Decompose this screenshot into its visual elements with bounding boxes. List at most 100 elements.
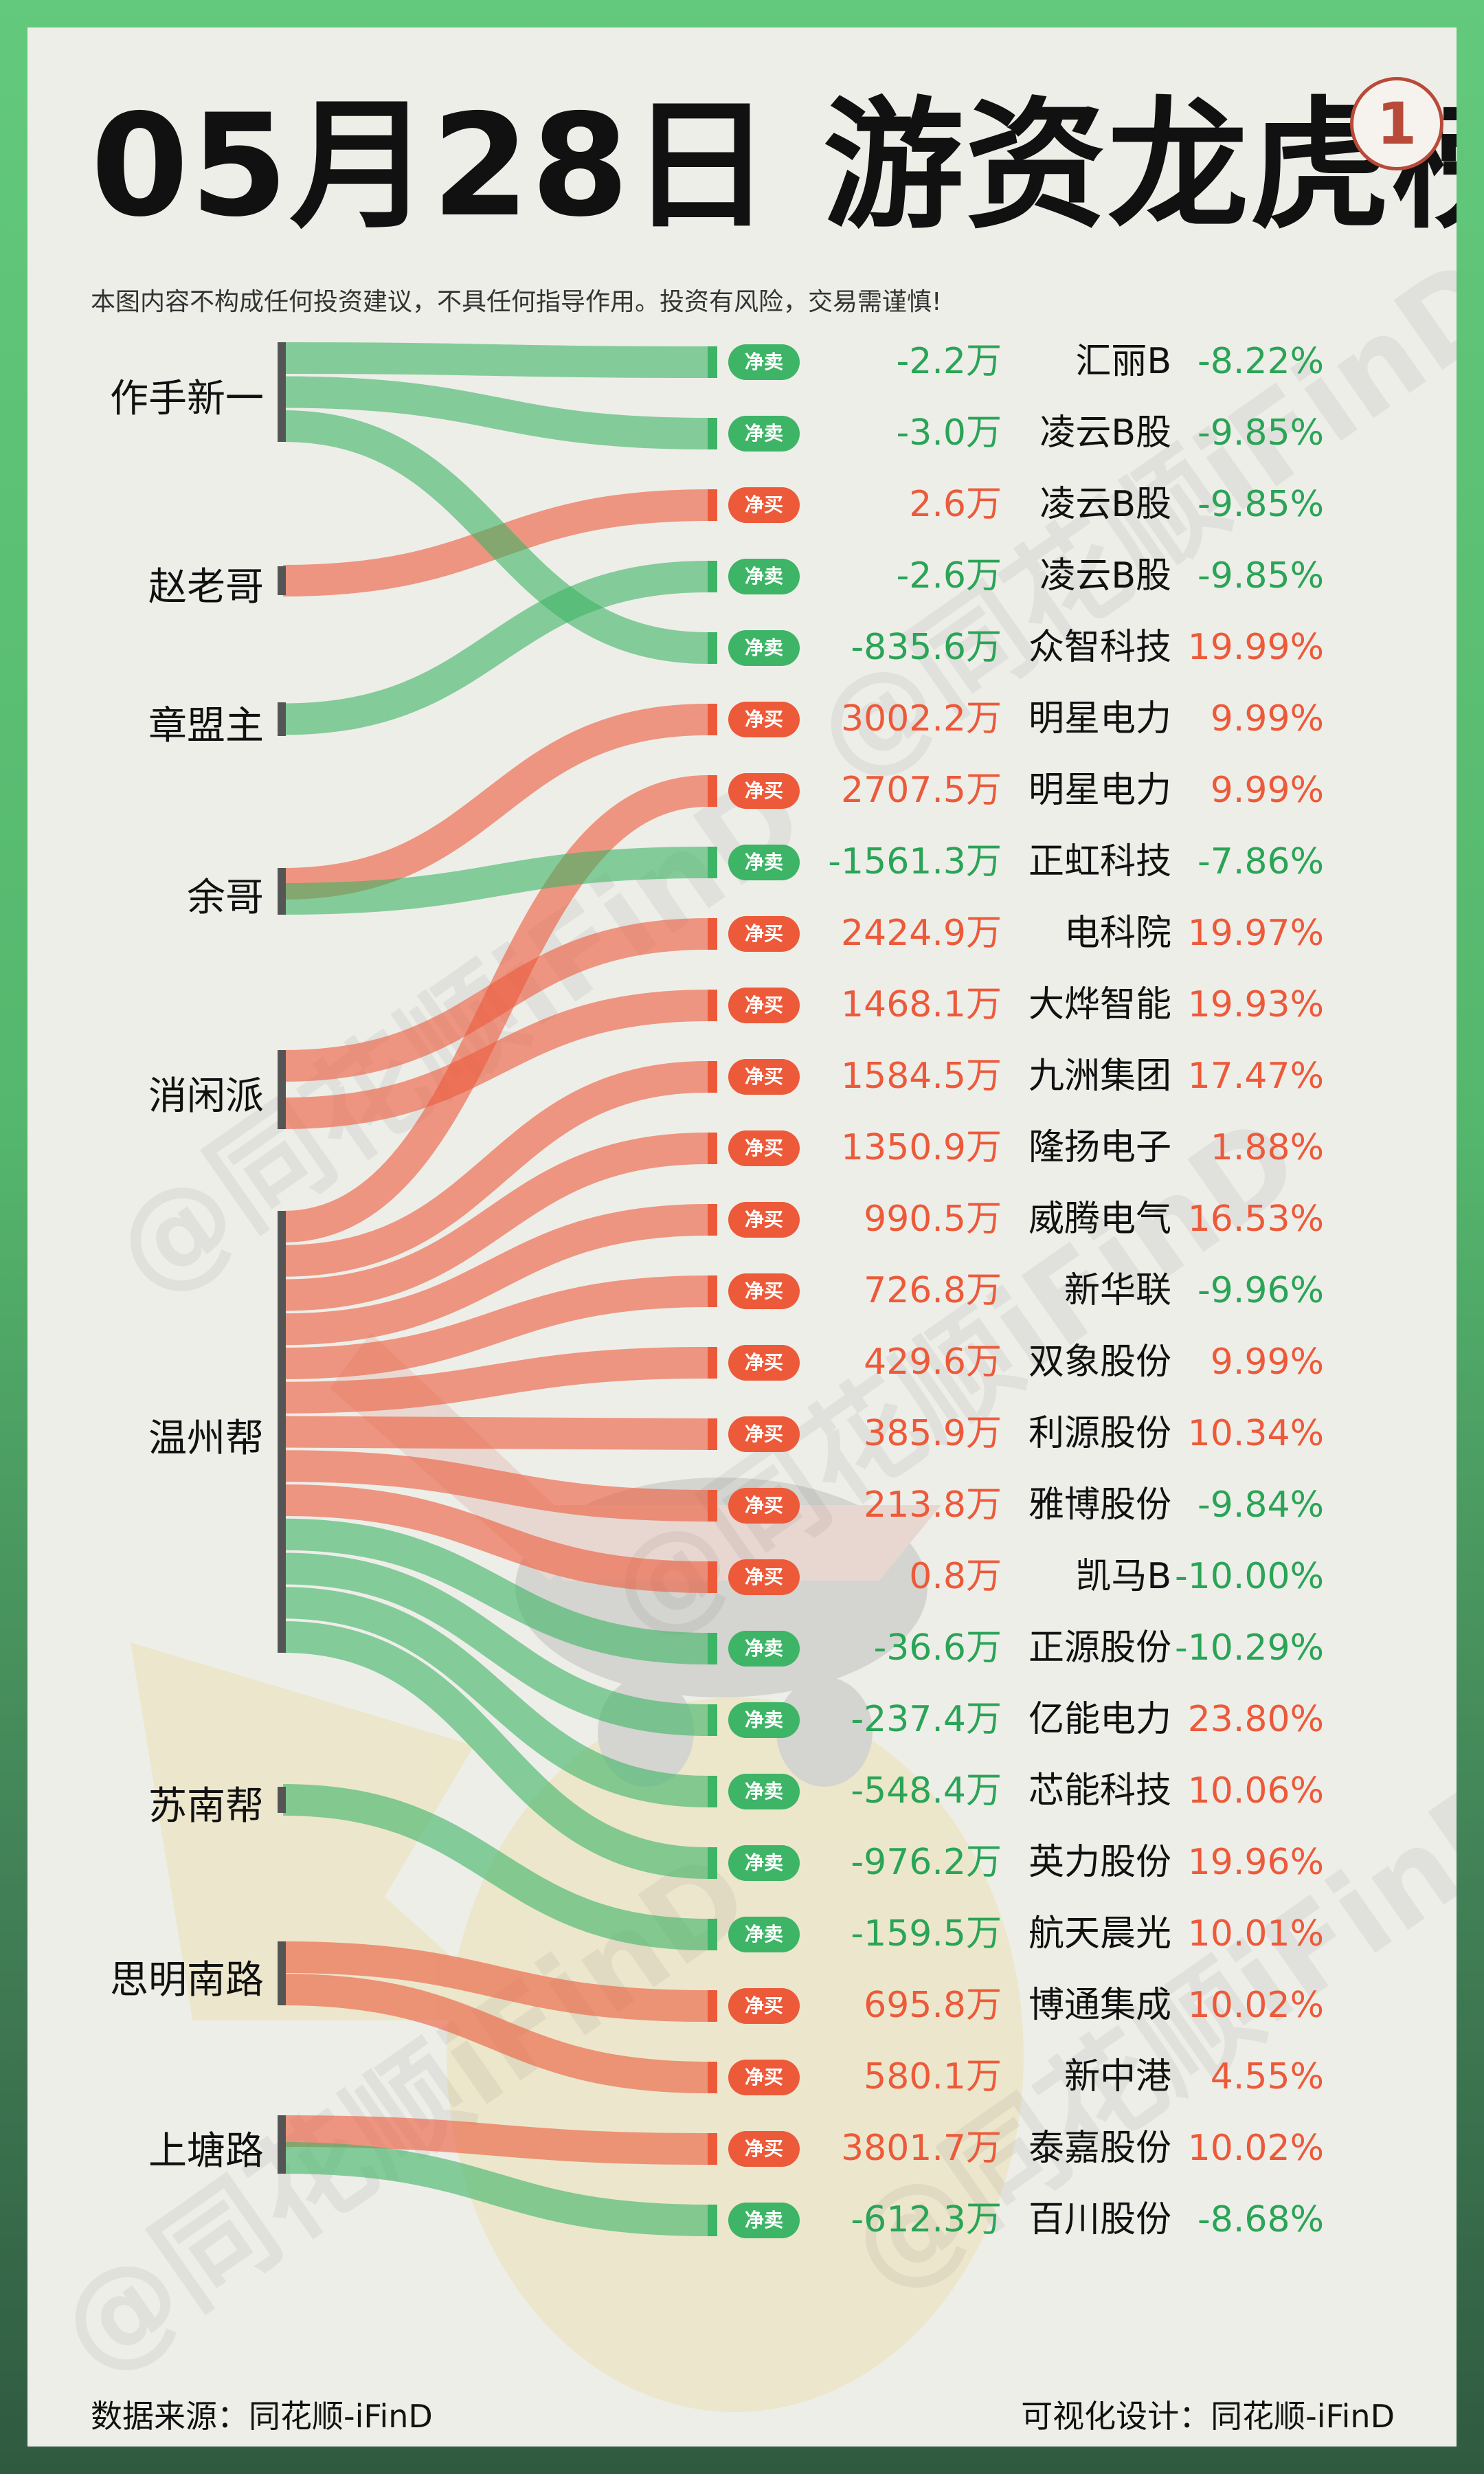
flow-target-bar <box>708 1275 717 1307</box>
stock-name: 正虹科技 <box>1028 841 1171 882</box>
trader-node-bar <box>278 1941 286 2005</box>
sankey-flow <box>282 410 715 664</box>
trade-tag-badge: 净买 <box>728 1559 800 1595</box>
trader-label: 赵老哥 <box>148 565 264 610</box>
flow-target-bar <box>708 2133 717 2165</box>
sankey-flow <box>282 1621 715 1879</box>
price-change: 19.93% <box>1187 984 1324 1025</box>
flow-target-bar <box>708 632 717 664</box>
stock-row: 净买 3002.2万 明星电力 9.99% <box>27 692 1457 747</box>
net-amount: 385.9万 <box>864 1413 1002 1454</box>
flow-target-bar <box>708 775 717 807</box>
stock-name: 利源股份 <box>1028 1413 1171 1454</box>
stock-row: 净买 1584.5万 九洲集团 17.47% <box>27 1049 1457 1104</box>
sankey-flow <box>282 1347 715 1414</box>
sankey-flow <box>282 1552 715 1736</box>
trader-label: 消闲派 <box>148 1073 264 1119</box>
sankey-flow <box>282 2115 715 2165</box>
sankey-flow <box>282 376 715 449</box>
sankey-flow <box>282 1587 715 1807</box>
trade-tag-badge: 净卖 <box>728 1845 800 1881</box>
price-change: -9.85% <box>1198 412 1324 454</box>
net-amount: 1468.1万 <box>841 984 1002 1025</box>
stock-name: 新中港 <box>1064 2056 1171 2097</box>
stock-name: 众智科技 <box>1028 627 1171 668</box>
price-change: -9.96% <box>1198 1270 1324 1311</box>
price-change: 19.99% <box>1187 627 1324 668</box>
flow-target-bar <box>708 1990 717 2022</box>
net-amount: -2.2万 <box>896 341 1002 382</box>
trader-label: 思明南路 <box>110 1957 264 2003</box>
trader-node-bar <box>278 868 286 915</box>
stock-name: 九洲集团 <box>1028 1056 1171 1097</box>
stock-name: 威腾电气 <box>1028 1199 1171 1240</box>
price-change: 9.99% <box>1210 770 1324 811</box>
trader-node-bar <box>278 702 286 736</box>
stock-row: 净买 2424.9万 电科院 19.97% <box>27 906 1457 961</box>
price-change: -8.68% <box>1198 2199 1324 2240</box>
net-amount: -548.4万 <box>851 1770 1002 1812</box>
page-title: 05月28日 游资龙虎榜 <box>91 85 1457 248</box>
flow-target-bar <box>708 1133 717 1164</box>
stock-name: 航天晨光 <box>1028 1913 1171 1954</box>
stock-row: 净卖 -237.4万 亿能电力 23.80% <box>27 1693 1457 1748</box>
sankey-flow <box>282 1416 715 1450</box>
price-change: 10.01% <box>1187 1913 1324 1954</box>
flow-target-bar <box>708 847 717 878</box>
trader-node-bar <box>278 2115 286 2174</box>
flow-target-bar <box>708 2205 717 2236</box>
price-change: 1.88% <box>1210 1127 1324 1168</box>
flow-target-bar <box>708 918 717 950</box>
stock-name: 电科院 <box>1064 913 1171 954</box>
trade-tag-badge: 净卖 <box>728 845 800 880</box>
sankey-flow <box>282 1518 715 1664</box>
stock-name: 泰嘉股份 <box>1028 2128 1171 2169</box>
price-change: -10.29% <box>1174 1627 1324 1669</box>
price-change: 23.80% <box>1187 1699 1324 1740</box>
sankey-flow <box>282 990 715 1129</box>
trade-tag-badge: 净买 <box>728 1130 800 1166</box>
stock-row: 净买 580.1万 新中港 4.55% <box>27 2050 1457 2105</box>
design-credit: 可视化设计：同花顺-iFinD <box>1021 2398 1395 2435</box>
trade-tag-badge: 净卖 <box>728 344 800 380</box>
price-change: -7.86% <box>1198 841 1324 882</box>
stock-name: 亿能电力 <box>1028 1699 1171 1740</box>
trade-tag-badge: 净买 <box>728 1059 800 1095</box>
stock-row: 净卖 -1561.3万 正虹科技 -7.86% <box>27 835 1457 890</box>
sankey-flows <box>278 342 717 2236</box>
trade-tag-badge: 净卖 <box>728 1702 800 1738</box>
trade-tag-badge: 净买 <box>728 773 800 809</box>
net-amount: 726.8万 <box>864 1270 1002 1311</box>
sankey-flow <box>282 1133 715 1311</box>
sankey-flow <box>282 1061 715 1277</box>
poster-paper: @同花顺iFinD @同花顺iFinD @同花顺iFinD @同花顺iFinD … <box>27 27 1457 2447</box>
sankey-flow <box>282 704 715 900</box>
price-change: 17.47% <box>1187 1056 1324 1097</box>
flow-target-bar <box>708 1561 717 1593</box>
sankey-flow <box>282 1275 715 1379</box>
flow-target-bar <box>708 489 717 521</box>
trade-tag-badge: 净买 <box>728 1488 800 1524</box>
stock-name: 明星电力 <box>1028 770 1171 811</box>
trade-tag-badge: 净卖 <box>728 559 800 594</box>
stock-name: 英力股份 <box>1028 1842 1171 1883</box>
flow-target-bar <box>708 1847 717 1879</box>
price-change: -10.00% <box>1174 1556 1324 1597</box>
stock-row: 净卖 -2.2万 汇丽B -8.22% <box>27 335 1457 390</box>
price-change: 16.53% <box>1187 1199 1324 1240</box>
trader-label: 温州帮 <box>148 1416 264 1461</box>
trade-tag-badge: 净卖 <box>728 416 800 452</box>
stock-name: 百川股份 <box>1028 2199 1171 2240</box>
stock-name: 博通集成 <box>1028 1985 1171 2026</box>
stock-row: 净买 0.8万 凯马B -10.00% <box>27 1550 1457 1605</box>
stock-name: 芯能科技 <box>1028 1770 1171 1812</box>
sankey-flow <box>282 1974 715 2093</box>
flow-target-bar <box>708 1204 717 1236</box>
stock-row: 净买 695.8万 博通集成 10.02% <box>27 1979 1457 2033</box>
sankey-flow <box>282 1784 715 1950</box>
flow-target-bar <box>708 1418 717 1450</box>
stock-name: 大烨智能 <box>1028 984 1171 1025</box>
stock-row: 净买 1350.9万 隆扬电子 1.88% <box>27 1121 1457 1176</box>
trade-tag-badge: 净买 <box>728 1988 800 2024</box>
trade-tag-badge: 净卖 <box>728 1631 800 1667</box>
